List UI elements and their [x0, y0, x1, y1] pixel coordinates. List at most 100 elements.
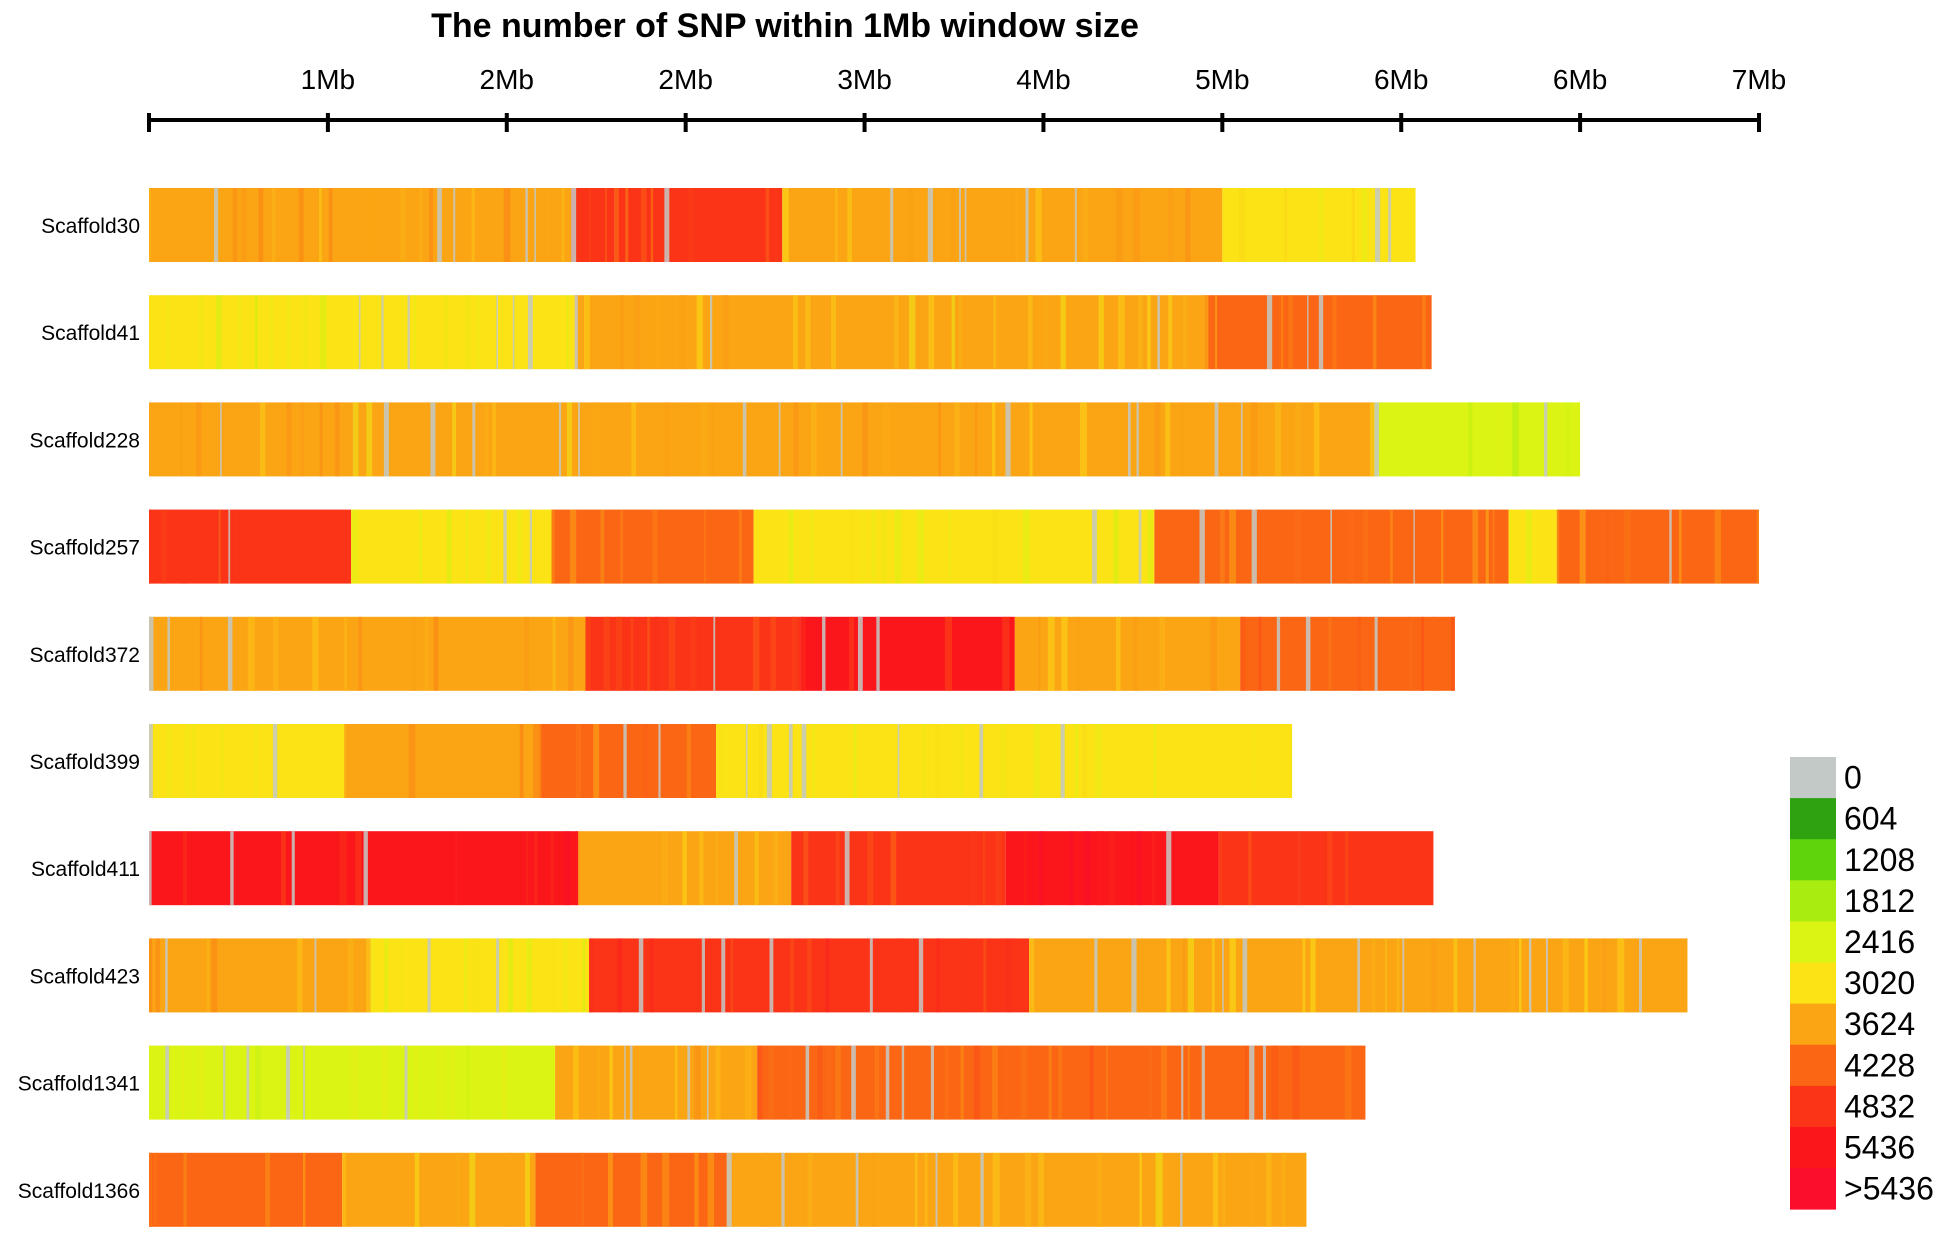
density-window	[840, 402, 843, 477]
scaffold-label: Scaffold1341	[18, 1073, 140, 1096]
density-window	[624, 1045, 626, 1120]
density-window	[992, 1045, 998, 1120]
density-window	[328, 188, 333, 262]
density-window	[414, 1152, 420, 1227]
density-window	[1133, 188, 1140, 262]
density-window	[1253, 295, 1255, 370]
density-window	[953, 1152, 959, 1227]
density-window	[853, 724, 857, 798]
density-window	[1292, 1045, 1300, 1120]
density-window	[574, 295, 578, 370]
density-window	[1137, 831, 1142, 906]
density-window	[790, 938, 794, 1013]
density-window	[183, 831, 187, 906]
density-window	[180, 509, 188, 584]
density-window	[569, 509, 577, 584]
density-window	[230, 831, 234, 906]
density-window	[347, 938, 354, 1013]
density-window	[149, 724, 153, 798]
density-window	[1168, 295, 1173, 370]
density-window	[258, 188, 264, 262]
density-window	[1432, 616, 1436, 691]
density-window	[1669, 509, 1672, 584]
density-window	[700, 402, 707, 477]
density-segment	[342, 1152, 536, 1227]
density-window	[287, 295, 290, 370]
density-window	[694, 1152, 699, 1227]
density-window	[793, 402, 799, 477]
density-window	[1151, 831, 1156, 906]
density-segment	[793, 295, 1205, 370]
density-window	[463, 938, 468, 1013]
density-window	[167, 295, 169, 370]
density-window	[271, 188, 276, 262]
density-window	[640, 1152, 648, 1227]
density-window	[1222, 1152, 1226, 1227]
density-window	[960, 1045, 964, 1120]
scaffold-row: Scaffold30	[41, 188, 1416, 262]
density-window	[472, 402, 476, 477]
density-window	[658, 724, 661, 798]
density-window	[318, 188, 322, 262]
density-window	[1240, 402, 1243, 477]
density-window	[765, 188, 770, 262]
density-window	[1138, 509, 1142, 584]
density-window	[1033, 724, 1041, 798]
density-window	[550, 831, 555, 906]
density-window	[1131, 938, 1137, 1013]
density-window	[822, 616, 826, 691]
density-window	[810, 402, 817, 477]
legend-label: 2416	[1844, 924, 1915, 960]
density-window	[149, 1152, 153, 1227]
density-window	[1265, 1152, 1272, 1227]
density-window	[1472, 509, 1479, 584]
density-window	[585, 616, 592, 691]
density-window	[437, 188, 442, 262]
density-window	[1014, 188, 1019, 262]
density-window	[166, 724, 172, 798]
density-window	[1076, 616, 1082, 691]
density-window	[716, 724, 724, 798]
legend-swatch	[1790, 1003, 1836, 1046]
density-window	[517, 509, 522, 584]
density-window	[871, 509, 876, 584]
density-window	[247, 616, 255, 691]
density-window	[807, 938, 812, 1013]
density-window	[508, 938, 513, 1013]
density-window	[894, 509, 902, 584]
density-window	[1166, 938, 1171, 1013]
density-window	[881, 509, 887, 584]
density-window	[897, 724, 900, 798]
density-window	[534, 831, 538, 906]
density-window	[1617, 938, 1625, 1013]
density-window	[835, 1045, 841, 1120]
density-window	[1374, 616, 1378, 691]
density-window	[471, 188, 475, 262]
density-window	[198, 295, 204, 370]
density-window	[1157, 295, 1160, 370]
density-window	[1485, 509, 1489, 584]
density-window	[930, 1045, 935, 1120]
density-window	[366, 938, 371, 1013]
density-window	[834, 188, 838, 262]
density-segment	[1508, 509, 1557, 584]
density-window	[625, 188, 629, 262]
density-window	[1347, 509, 1355, 584]
density-window	[1441, 509, 1444, 584]
density-window	[534, 188, 536, 262]
density-window	[1045, 295, 1048, 370]
legend-swatch	[1790, 962, 1836, 1005]
density-window	[384, 188, 390, 262]
density-window	[701, 938, 705, 1013]
density-window	[575, 724, 582, 798]
density-window	[350, 1045, 358, 1120]
density-window	[1250, 1152, 1253, 1227]
density-window	[525, 188, 528, 262]
density-window	[1258, 616, 1262, 691]
density-window	[766, 724, 772, 798]
density-window	[1238, 188, 1246, 262]
density-window	[1271, 1045, 1279, 1120]
density-window	[739, 509, 742, 584]
density-window	[664, 188, 670, 262]
density-window	[496, 295, 498, 370]
